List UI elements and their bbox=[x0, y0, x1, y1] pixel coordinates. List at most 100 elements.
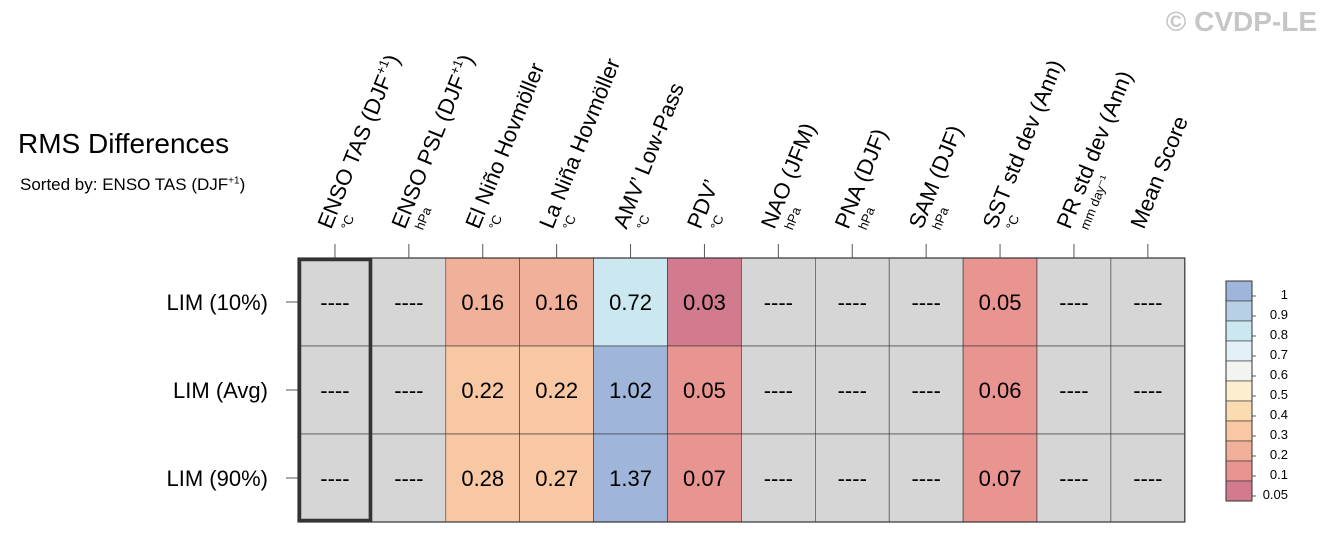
colorbar-label: 0.3 bbox=[1270, 427, 1288, 442]
colorbar-label: 0.8 bbox=[1270, 327, 1288, 342]
heatmap-cell bbox=[371, 257, 447, 347]
column-label: Mean Score bbox=[1125, 113, 1193, 232]
colorbar-bin bbox=[1225, 340, 1253, 362]
colorbar-bin bbox=[1225, 400, 1253, 422]
cell-value: ---- bbox=[1059, 290, 1088, 315]
heatmap-cell bbox=[297, 433, 373, 523]
cell-value: ---- bbox=[764, 290, 793, 315]
cell-value: ---- bbox=[764, 378, 793, 403]
cell-value: ---- bbox=[838, 378, 867, 403]
heatmap-cell bbox=[445, 433, 520, 523]
cell-value: 0.72 bbox=[609, 290, 652, 315]
sort-column-highlight bbox=[297, 257, 373, 523]
heatmap-cell bbox=[371, 345, 447, 435]
heatmap-cell bbox=[962, 433, 1038, 523]
column-header: PDV’°C bbox=[682, 176, 727, 232]
heatmap-cell bbox=[814, 433, 890, 523]
column-unit: °C bbox=[486, 213, 505, 232]
heatmap-cell bbox=[519, 257, 594, 347]
cell-value: ---- bbox=[1059, 378, 1088, 403]
colorbar-label: 0.2 bbox=[1270, 447, 1288, 462]
colorbar-bin bbox=[1225, 280, 1253, 302]
cell-value: 0.03 bbox=[683, 290, 726, 315]
cell-value: 0.16 bbox=[461, 290, 504, 315]
column-label: ENSO PSL (DJF+1) bbox=[385, 50, 478, 231]
cell-value: ---- bbox=[838, 290, 867, 315]
column-label-text: Mean Score bbox=[1125, 113, 1193, 232]
cell-value: 1.37 bbox=[609, 466, 652, 491]
subtitle-suffix: ) bbox=[239, 175, 246, 194]
cell-value: ---- bbox=[764, 466, 793, 491]
column-unit: °C bbox=[560, 213, 579, 232]
cell-value: 0.27 bbox=[535, 466, 578, 491]
heatmap-cell bbox=[814, 345, 890, 435]
heatmap-cell bbox=[814, 257, 890, 347]
column-label: AMV’ Low-Pass bbox=[608, 79, 689, 232]
column-header: Mean Score bbox=[1125, 113, 1193, 232]
colorbar-border bbox=[1225, 280, 1253, 502]
column-header: SAM (DJF)hPa bbox=[904, 122, 968, 232]
colorbar-bin bbox=[1225, 360, 1253, 382]
cell-value: 0.22 bbox=[535, 378, 578, 403]
column-label-sup: +1 bbox=[446, 57, 465, 76]
heatmap-cell bbox=[962, 345, 1038, 435]
cell-value: ---- bbox=[911, 378, 940, 403]
heatmap-cell bbox=[1036, 345, 1112, 435]
cell-value: ---- bbox=[394, 378, 423, 403]
colorbar-bin bbox=[1225, 480, 1253, 502]
chart-subtitle: Sorted by: ENSO TAS (DJF+1) bbox=[20, 175, 245, 195]
colorbar-label: 0.6 bbox=[1270, 367, 1288, 382]
column-unit: °C bbox=[707, 213, 726, 232]
cell-value: 0.28 bbox=[461, 466, 504, 491]
column-unit: °C bbox=[633, 213, 652, 232]
cell-value: ---- bbox=[1133, 466, 1162, 491]
heatmap-cell bbox=[371, 433, 447, 523]
cell-value: 0.06 bbox=[979, 378, 1022, 403]
cell-value: 0.05 bbox=[683, 378, 726, 403]
cell-value: 0.16 bbox=[535, 290, 578, 315]
cell-value: ---- bbox=[320, 290, 349, 315]
colorbar-bin bbox=[1225, 420, 1253, 442]
cell-value: 0.07 bbox=[979, 466, 1022, 491]
heatmap-cell bbox=[667, 345, 742, 435]
colorbar-label: 0.7 bbox=[1270, 347, 1288, 362]
heatmap-cell bbox=[1110, 433, 1186, 523]
column-label-text: AMV’ Low-Pass bbox=[608, 79, 689, 232]
cell-value: ---- bbox=[1133, 378, 1162, 403]
column-label-text: La Niña Hovmöller bbox=[534, 55, 625, 232]
colorbar-label: 1 bbox=[1281, 287, 1288, 302]
column-header: PNA (DJF)hPa bbox=[830, 125, 893, 232]
column-label-text: SST std dev (Ann) bbox=[978, 56, 1068, 232]
heatmap-cell bbox=[888, 433, 964, 523]
heatmap-cell bbox=[593, 257, 668, 347]
colorbar-bin bbox=[1225, 300, 1253, 322]
cell-value: ---- bbox=[911, 466, 940, 491]
heatmap-cell bbox=[1110, 345, 1186, 435]
cell-value: 0.05 bbox=[979, 290, 1022, 315]
heatmap-cell bbox=[962, 257, 1038, 347]
cell-value: 0.07 bbox=[683, 466, 726, 491]
heatmap-cell bbox=[297, 345, 373, 435]
chart-title: RMS Differences bbox=[18, 128, 230, 159]
heatmap-cell bbox=[667, 433, 742, 523]
column-unit: °C bbox=[1003, 213, 1022, 232]
column-label-text: ENSO TAS (DJF bbox=[312, 71, 396, 231]
heatmap-cell bbox=[888, 345, 964, 435]
cell-value: ---- bbox=[838, 466, 867, 491]
column-label-sup: +1 bbox=[373, 57, 392, 76]
colorbar-bin bbox=[1225, 460, 1253, 482]
colorbar-label: 0.9 bbox=[1270, 307, 1288, 322]
heatmap-cell bbox=[519, 433, 594, 523]
cell-value: 0.22 bbox=[461, 378, 504, 403]
colorbar-label: 0.05 bbox=[1263, 487, 1288, 502]
copyright-label: © CVDP-LE bbox=[1165, 6, 1317, 37]
heatmap-cell bbox=[741, 433, 816, 523]
heatmap-cell bbox=[1036, 433, 1112, 523]
heatmap-cell bbox=[1036, 257, 1112, 347]
colorbar-bin bbox=[1225, 320, 1253, 342]
cell-value: ---- bbox=[394, 290, 423, 315]
cell-value: ---- bbox=[1059, 466, 1088, 491]
colorbar-bin bbox=[1225, 440, 1253, 462]
heatmap-cell bbox=[741, 345, 816, 435]
